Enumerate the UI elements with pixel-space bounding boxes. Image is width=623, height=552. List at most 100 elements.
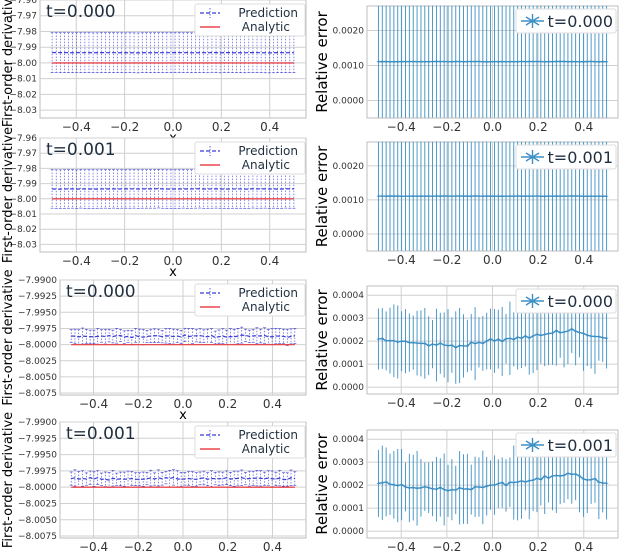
relative-error-marker	[473, 342, 477, 346]
relative-error-marker	[376, 337, 381, 341]
x-tick-label: 0.2	[218, 540, 237, 552]
x-tick-label: −0.2	[432, 120, 461, 134]
y-tick-label: −7.98	[9, 27, 37, 37]
relative-error-marker	[516, 480, 520, 484]
relative-error-marker	[411, 59, 415, 64]
relative-error-marker	[438, 194, 442, 198]
legend-analytic-label: Analytic	[242, 158, 290, 172]
relative-error-marker	[527, 194, 531, 198]
legend-prediction-label: Prediction	[238, 286, 298, 300]
relative-error-marker	[438, 485, 442, 490]
relative-error-marker	[461, 487, 466, 491]
y-tick-label: 0.0020	[333, 162, 365, 172]
relative-error-marker	[492, 483, 497, 487]
relative-error-marker	[574, 329, 578, 333]
y-tick-label: −7.9975	[18, 467, 57, 477]
relative-error-marker	[419, 194, 423, 198]
relative-error-marker	[516, 194, 520, 198]
y-tick-label: −7.9900	[18, 276, 57, 286]
relative-error-marker	[570, 472, 574, 476]
relative-error-marker	[577, 60, 582, 64]
relative-error-marker	[380, 481, 384, 485]
relative-error-marker	[562, 473, 566, 477]
relative-error-marker	[504, 337, 508, 341]
x-tick-label: −0.2	[110, 254, 139, 268]
x-axis-label: x	[179, 408, 187, 423]
relative-error-marker	[423, 60, 427, 64]
y-tick-label: −8.0000	[18, 483, 57, 493]
relative-error-marker	[500, 194, 504, 198]
relative-error-marker	[473, 60, 477, 64]
y-tick-label: −7.9925	[18, 292, 57, 302]
relative-error-marker	[458, 194, 462, 198]
relative-error-marker	[488, 337, 493, 341]
relative-error-marker	[473, 194, 477, 198]
relative-error-marker	[434, 59, 439, 64]
y-tick-label: 0.0000	[333, 527, 365, 537]
x-tick-label: 0.4	[574, 253, 593, 267]
relative-error-marker	[593, 60, 597, 64]
relative-error-marker	[512, 337, 516, 342]
prediction-series	[69, 326, 297, 346]
prediction-line	[71, 476, 295, 481]
relative-error-marker	[577, 330, 582, 335]
relative-error-marker	[527, 59, 531, 64]
relative-error-marker	[581, 60, 585, 64]
relative-error-marker	[415, 60, 419, 64]
x-tick-label: −0.4	[62, 120, 91, 134]
y-tick-label: −7.97	[9, 12, 37, 22]
relative-error-marker	[376, 194, 381, 198]
legend-star-icon	[525, 14, 540, 28]
y-tick-label: 0.0004	[333, 435, 365, 445]
y-tick-label: −7.97	[9, 149, 37, 159]
relative-error-marker	[589, 334, 593, 338]
prediction-line	[52, 188, 294, 190]
relative-error-marker	[438, 59, 442, 64]
relative-error-marker	[423, 194, 427, 198]
y-tick-label: 0.0001	[333, 360, 365, 370]
y-tick-label: 0.0000	[333, 383, 365, 393]
relative-error-marker	[539, 194, 543, 198]
relative-error-marker	[601, 481, 605, 485]
legend-box	[515, 144, 617, 170]
relative-error-marker	[427, 194, 431, 198]
y-tick-label: −8.0025	[18, 357, 57, 367]
relative-error-marker	[527, 336, 531, 340]
y-axis-label: First-order derivative	[1, 0, 16, 127]
relative-error-marker	[492, 60, 497, 64]
panel-time-label: t=0.001	[46, 140, 116, 160]
x-tick-label: 0.0	[173, 397, 192, 411]
relative-error-marker	[485, 339, 489, 343]
relative-error-marker	[558, 474, 562, 478]
relative-error-marker	[531, 478, 535, 482]
relative-error-marker	[508, 60, 512, 64]
relative-error-marker	[400, 339, 404, 343]
relative-error-marker	[550, 60, 555, 64]
y-axis-label: Relative error	[313, 10, 331, 112]
y-axis-label: First-order derivative	[1, 269, 16, 405]
relative-error-marker	[531, 334, 535, 338]
relative-error-marker	[384, 339, 388, 343]
relative-error-marker	[496, 60, 500, 64]
panel-8: −0.4 −0.2 0.0 0.2 0.4 0.0000 0.0001 0.0002 0.000…	[313, 429, 619, 552]
x-tick-label: 0.2	[218, 397, 237, 411]
relative-error-marker	[458, 59, 462, 64]
relative-error-marker	[481, 485, 485, 489]
panel-2: −0.4 −0.2 0.0 0.2 0.4 0.0000 0.0010 0.0020Relat…	[313, 5, 619, 134]
relative-error-marker	[396, 60, 400, 64]
relative-error-marker	[546, 331, 551, 336]
relative-error-marker	[535, 332, 539, 336]
relative-error-marker	[577, 194, 582, 198]
relative-error-marker	[465, 194, 469, 198]
y-tick-label: −7.9950	[18, 451, 57, 461]
x-tick-label: −0.2	[432, 396, 461, 410]
relative-error-marker	[461, 60, 466, 64]
relative-error-marker	[519, 336, 524, 340]
x-tick-label: −0.4	[387, 120, 416, 134]
x-tick-label: 0.4	[263, 540, 282, 552]
relative-error-marker	[604, 194, 609, 198]
x-tick-label: 0.4	[574, 120, 593, 134]
relative-error-marker	[407, 341, 411, 345]
legend-label: t=0.000	[548, 292, 613, 311]
